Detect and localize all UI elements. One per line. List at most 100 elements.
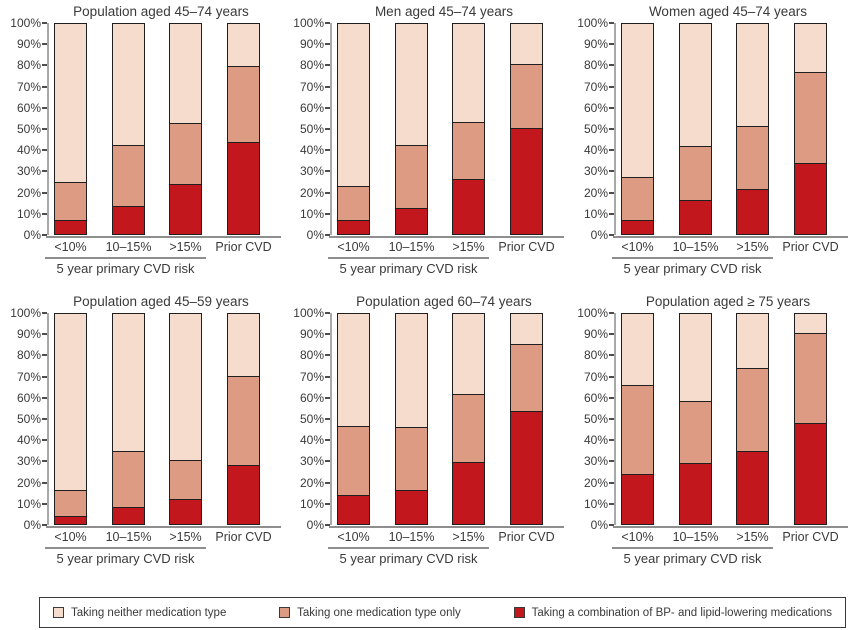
bar-segment-combination	[113, 507, 144, 524]
y-tick	[42, 64, 47, 67]
y-tick	[325, 375, 330, 378]
y-tick-label: 20%	[16, 475, 41, 490]
y-tick	[325, 312, 330, 314]
chart-title: Population aged 45–59 years	[73, 294, 249, 309]
y-tick	[42, 354, 47, 357]
legend-label-neither: Taking neither medication type	[71, 606, 227, 619]
bar-segment-combination	[453, 179, 484, 234]
x-tick-label: 10–15%	[105, 240, 152, 254]
chart-panel: Population aged ≥ 75 years 0% 10% 20% 30% 40%…	[567, 290, 850, 580]
bar-segment-combination	[795, 162, 826, 234]
bar-segment-combination	[622, 473, 653, 524]
y-tick	[42, 128, 47, 130]
y-tick	[609, 149, 614, 152]
bar	[112, 23, 145, 235]
y-tick-label: 30%	[583, 164, 608, 179]
y-tick-label: 30%	[16, 454, 41, 469]
x-tick-label: >15%	[169, 530, 202, 544]
chart-panel: Women aged 45–74 years 0% 10% 20% 30% 40% 50% 6…	[567, 0, 850, 290]
bar-segment-combination	[511, 127, 542, 234]
y-tick-label: 100%	[577, 306, 608, 320]
risk-axis-underline	[612, 257, 773, 259]
bar	[112, 313, 145, 525]
bar-segment-combination	[228, 141, 259, 234]
risk-axis-underline	[328, 257, 489, 259]
y-tick-label: 50%	[583, 412, 608, 426]
y-tick	[609, 106, 614, 109]
y-tick-label: 30%	[16, 164, 41, 179]
y-tick	[609, 128, 614, 130]
bar-segment-combination	[228, 465, 259, 524]
y-tick	[42, 439, 47, 442]
x-tick-label: <10%	[54, 530, 87, 544]
y-tick	[609, 396, 614, 399]
y-tick-label: 10%	[583, 496, 608, 511]
y-tick-label: 60%	[583, 100, 608, 115]
bar-segment-combination	[113, 205, 144, 234]
chart-title: Men aged 45–74 years	[374, 4, 514, 19]
chart-title: Women aged 45–74 years	[648, 4, 808, 19]
y-tick	[42, 43, 47, 46]
y-tick-label: 10%	[299, 496, 324, 511]
y-tick	[325, 85, 330, 88]
y-tick	[42, 418, 47, 420]
y-tick	[325, 106, 330, 109]
y-tick	[609, 375, 614, 378]
plot-area: 0% 10% 20% 30% 40% 50% 60% 70% 80% 90% 100%	[10, 16, 281, 242]
y-tick	[42, 191, 47, 194]
y-tick-label: 40%	[299, 143, 324, 158]
legend-item-neither: Taking neither medication type	[53, 607, 226, 619]
legend-item-one_only: Taking one medication type only	[279, 607, 461, 619]
y-tick-label: 100%	[10, 306, 41, 320]
y-tick	[325, 333, 330, 336]
y-axis-line	[614, 23, 616, 235]
y-tick	[42, 524, 47, 526]
plot-area: 0% 10% 20% 30% 40% 50% 60% 70% 80% 90% 100%	[293, 16, 564, 242]
x-axis-line	[613, 235, 848, 238]
y-tick	[325, 22, 330, 24]
bar-segment-combination	[396, 490, 427, 524]
chart-panel: Men aged 45–74 years 0% 10% 20% 30% 40% 50% 60%…	[283, 0, 567, 290]
risk-axis-label: 5 year primary CVD risk	[623, 551, 762, 566]
plot-area: 0% 10% 20% 30% 40% 50% 60% 70% 80% 90% 100%	[293, 306, 564, 532]
y-axis-line	[47, 23, 49, 235]
bar	[452, 313, 485, 525]
x-axis-line	[46, 525, 281, 528]
bar-segment-combination	[511, 410, 542, 524]
y-tick	[325, 439, 330, 442]
x-tick-label: 10–15%	[672, 530, 719, 544]
y-tick-label: 90%	[16, 327, 41, 342]
y-tick-label: 20%	[299, 185, 324, 200]
bar-segment-combination	[680, 200, 711, 234]
y-tick	[42, 312, 47, 314]
bar	[169, 313, 202, 525]
y-tick-label: 70%	[299, 369, 324, 384]
y-tick	[42, 212, 47, 215]
x-tick-label: <10%	[337, 240, 370, 254]
legend-swatch-combination	[513, 607, 525, 618]
y-tick	[42, 149, 47, 152]
y-tick-label: 70%	[583, 369, 608, 384]
y-tick-label: 60%	[16, 100, 41, 115]
legend-label-one_only: Taking one medication type only	[297, 606, 461, 619]
y-tick	[325, 149, 330, 152]
y-tick-label: 40%	[16, 143, 41, 158]
y-tick-label: 0%	[590, 518, 608, 532]
y-tick-label: 0%	[590, 228, 608, 242]
y-tick-label: 60%	[299, 390, 324, 405]
bar	[621, 23, 654, 235]
bar-segment-combination	[338, 220, 369, 234]
y-tick-label: 10%	[583, 206, 608, 221]
y-tick-label: 90%	[583, 37, 608, 52]
y-tick	[42, 333, 47, 336]
bar-segment-combination	[396, 207, 427, 234]
y-tick	[325, 524, 330, 526]
y-tick-label: 80%	[16, 348, 41, 363]
x-tick-label: 10–15%	[388, 530, 435, 544]
y-tick-label: 100%	[10, 16, 41, 30]
y-tick-label: 40%	[16, 433, 41, 448]
y-tick	[325, 418, 330, 420]
y-tick	[609, 191, 614, 194]
y-tick	[325, 396, 330, 399]
y-tick-label: 0%	[23, 518, 41, 532]
